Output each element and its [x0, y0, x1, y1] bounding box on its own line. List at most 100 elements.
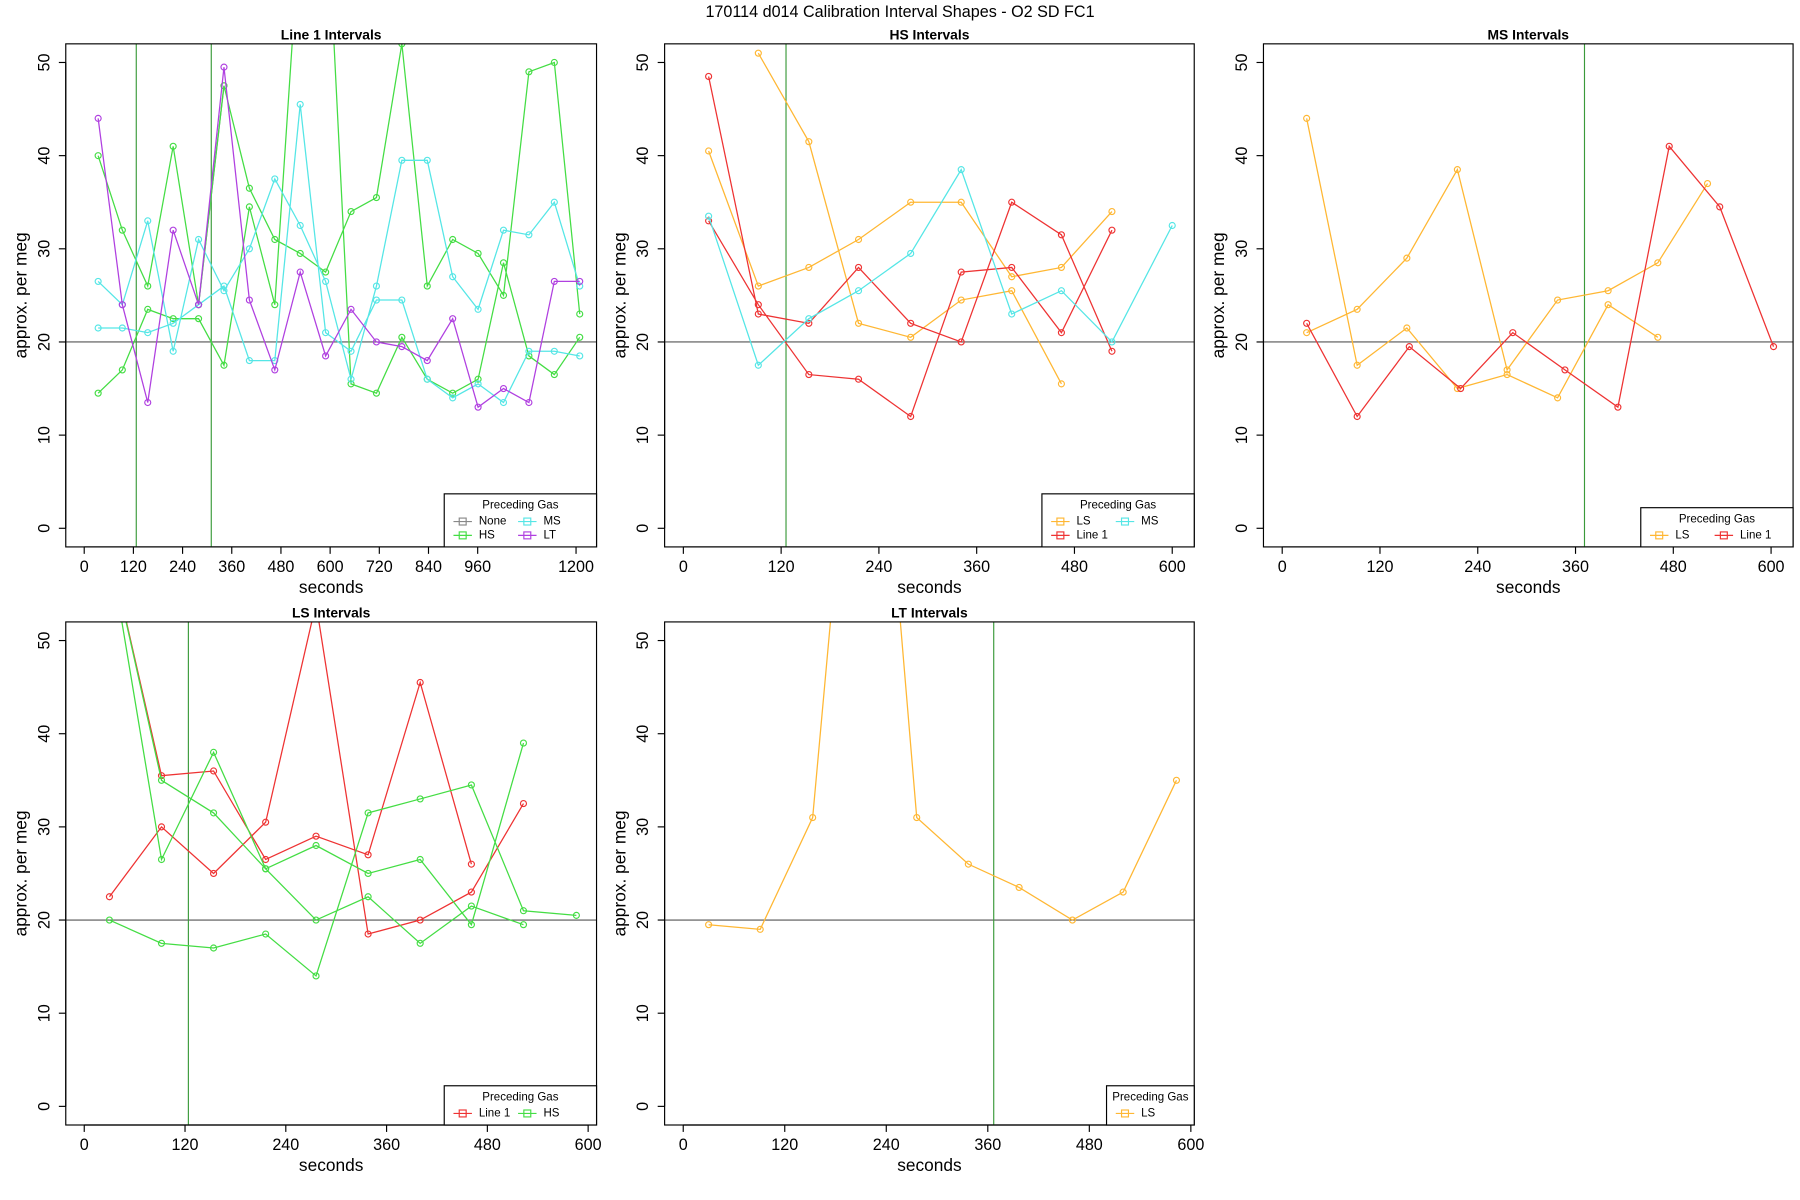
data-point: [296, 249, 304, 258]
y-tick-label: 30: [634, 818, 652, 836]
data-point: [105, 893, 114, 901]
data-point: [754, 310, 762, 318]
data-point: [144, 305, 152, 313]
data-point: [398, 343, 406, 351]
data-point: [271, 366, 279, 374]
data-point: [499, 384, 508, 393]
data-point: [1561, 366, 1569, 374]
data-point: [957, 268, 965, 276]
data-point: [449, 389, 457, 397]
data-point: [854, 263, 863, 272]
data-point: [576, 333, 584, 341]
plot-area: [705, 621, 1181, 933]
x-tick-label: 0: [80, 558, 89, 576]
data-point: [519, 739, 528, 747]
series-line: [108, 621, 525, 935]
data-point: [157, 776, 166, 784]
data-point: [245, 245, 253, 253]
legend-label: None: [479, 516, 507, 528]
data-point: [1503, 370, 1511, 379]
data-point: [1554, 394, 1562, 402]
data-point: [907, 198, 915, 206]
data-point: [519, 907, 528, 915]
x-tick-label: 360: [963, 558, 990, 576]
data-point: [296, 221, 304, 230]
y-tick-label: 50: [35, 53, 53, 71]
x-tick-label: 480: [474, 1136, 501, 1154]
legend-label: MS: [543, 516, 561, 528]
data-point: [854, 375, 863, 383]
data-point: [210, 944, 218, 952]
y-tick-label: 0: [1233, 524, 1251, 533]
legend-box: [1105, 1085, 1195, 1126]
series-line: [707, 76, 1113, 418]
data-point: [907, 249, 915, 258]
data-point: [1403, 254, 1411, 262]
data-point: [144, 282, 152, 290]
x-axis-label: seconds: [299, 1155, 364, 1175]
data-point: [525, 398, 533, 407]
data-point: [423, 357, 431, 365]
legend-swatch-marker: [1056, 531, 1065, 540]
data-point: [210, 767, 218, 775]
x-tick-label: 240: [1464, 558, 1491, 576]
series-line: [708, 168, 1173, 367]
data-point: [1303, 114, 1311, 122]
y-axis-label: approx. per meg: [609, 810, 629, 936]
panel: LS Intervals seconds approx. per meg 0 120 24…: [10, 605, 601, 1176]
data-point: [220, 287, 228, 295]
data-point: [1168, 221, 1176, 230]
data-point: [1008, 310, 1016, 318]
y-axis-label: approx. per meg: [10, 810, 30, 936]
data-point: [220, 282, 228, 290]
data-point: [1509, 329, 1517, 337]
data-point: [1057, 263, 1065, 272]
legend-title: Preceding Gas: [1679, 513, 1755, 525]
x-tick-label: 1200: [558, 558, 594, 576]
panel: Line 1 Intervals seconds approx. per meg 0 1…: [10, 26, 598, 597]
data-point: [118, 301, 126, 309]
data-point: [474, 403, 482, 411]
x-tick-label: 240: [865, 558, 892, 576]
data-point: [220, 361, 228, 369]
data-point: [416, 795, 424, 803]
data-point: [347, 207, 355, 216]
data-point: [576, 352, 584, 360]
x-tick-label: 480: [1660, 558, 1687, 576]
data-point: [416, 939, 424, 947]
data-point: [907, 319, 915, 327]
legend-box: [443, 493, 598, 548]
x-tick-label: 360: [1562, 558, 1589, 576]
data-point: [245, 184, 253, 192]
data-point: [322, 329, 330, 337]
y-tick-label: 40: [35, 147, 53, 165]
x-tick-label: 360: [974, 1136, 1001, 1154]
data-point: [245, 203, 253, 211]
plot-box: [65, 43, 598, 548]
y-tick-label: 20: [35, 333, 53, 351]
x-tick-label: 0: [679, 1136, 688, 1154]
data-point: [347, 347, 355, 355]
data-point: [572, 911, 580, 919]
legend-box: [1640, 507, 1794, 548]
y-tick-label: 0: [35, 1102, 53, 1111]
data-point: [1108, 347, 1116, 355]
data-point: [964, 860, 972, 868]
legend-label: LS: [1141, 1108, 1155, 1120]
data-point: [576, 277, 584, 285]
legend-swatch-marker: [523, 531, 532, 540]
data-point: [467, 888, 475, 896]
data-point: [576, 282, 584, 290]
plot-box: [65, 621, 598, 1126]
series-line: [97, 104, 581, 404]
data-point: [1703, 180, 1712, 188]
data-point: [398, 156, 406, 164]
data-point: [499, 259, 508, 267]
data-point: [805, 138, 813, 146]
data-point: [1008, 198, 1016, 206]
data-point: [157, 939, 166, 947]
data-point: [423, 375, 431, 383]
x-tick-label: 360: [218, 558, 245, 576]
